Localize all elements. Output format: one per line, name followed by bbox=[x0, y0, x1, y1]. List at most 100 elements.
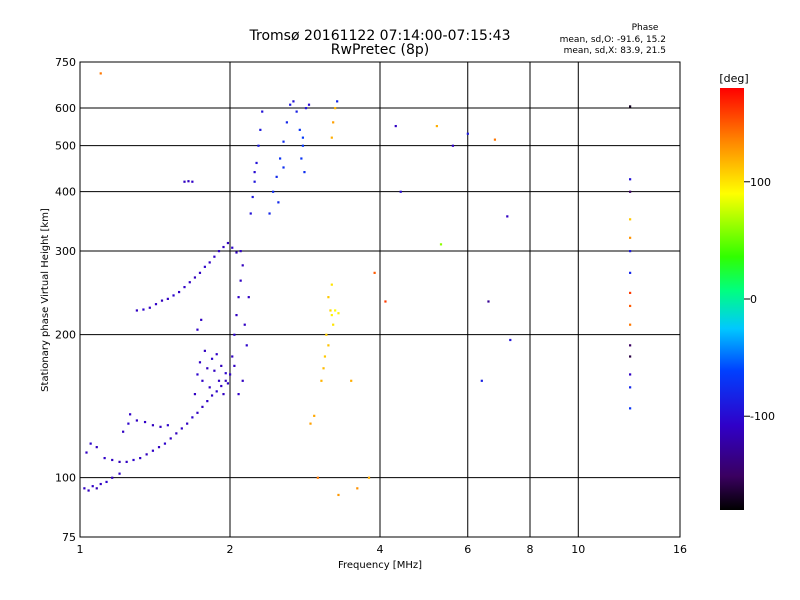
data-point bbox=[220, 364, 223, 367]
data-point bbox=[435, 124, 438, 128]
data-point bbox=[629, 323, 632, 326]
data-point bbox=[145, 453, 148, 456]
y-tick-label: 600 bbox=[55, 102, 76, 115]
data-point bbox=[159, 425, 162, 428]
data-point bbox=[175, 432, 178, 435]
data-point bbox=[237, 393, 240, 396]
x-tick-label: 16 bbox=[673, 543, 687, 556]
phase-stats-title: Phase bbox=[632, 23, 659, 33]
data-point bbox=[322, 367, 325, 370]
y-tick-label: 750 bbox=[55, 56, 76, 69]
data-point bbox=[151, 424, 155, 427]
data-point bbox=[247, 296, 250, 299]
data-point bbox=[177, 290, 181, 294]
data-point bbox=[330, 136, 333, 139]
data-point bbox=[231, 355, 234, 358]
data-point bbox=[203, 265, 206, 268]
data-point bbox=[259, 128, 262, 131]
data-point bbox=[329, 309, 332, 312]
data-point bbox=[201, 379, 204, 382]
data-point bbox=[95, 487, 98, 490]
data-point bbox=[629, 271, 632, 274]
data-point bbox=[229, 373, 232, 376]
data-point bbox=[241, 379, 244, 382]
data-point bbox=[206, 367, 209, 370]
data-point bbox=[336, 100, 339, 103]
y-tick-label: 400 bbox=[55, 186, 76, 199]
data-point bbox=[193, 276, 197, 279]
data-point bbox=[217, 379, 221, 382]
data-point bbox=[151, 449, 155, 452]
data-point bbox=[99, 482, 102, 486]
data-point bbox=[334, 309, 337, 312]
data-point bbox=[480, 379, 483, 382]
data-point bbox=[186, 422, 189, 425]
data-point bbox=[300, 157, 303, 160]
data-point bbox=[210, 394, 214, 397]
data-point bbox=[143, 420, 147, 424]
data-point bbox=[183, 180, 186, 183]
y-tick-label: 300 bbox=[55, 245, 76, 258]
data-point bbox=[220, 384, 223, 388]
data-point bbox=[217, 250, 221, 253]
data-point bbox=[255, 161, 258, 165]
plot-title: Tromsø 20161122 07:14:00-07:15:43 bbox=[249, 28, 511, 44]
x-tick-label: 1 bbox=[77, 543, 84, 556]
data-point bbox=[268, 212, 271, 215]
y-tick-label: 200 bbox=[55, 329, 76, 342]
data-point bbox=[272, 190, 275, 193]
data-point bbox=[160, 299, 164, 302]
data-point bbox=[282, 166, 285, 169]
data-point bbox=[334, 107, 337, 110]
data-point bbox=[208, 261, 211, 264]
data-point bbox=[127, 422, 130, 425]
data-point bbox=[111, 458, 114, 462]
data-point bbox=[487, 300, 490, 303]
data-point bbox=[292, 100, 295, 103]
data-point bbox=[103, 456, 106, 460]
data-point bbox=[350, 379, 353, 382]
data-point bbox=[222, 393, 225, 396]
colorbar-ticks: 100 0 -100 bbox=[744, 176, 775, 423]
data-point bbox=[253, 171, 256, 174]
data-point bbox=[125, 460, 128, 463]
data-point bbox=[180, 427, 183, 430]
data-point bbox=[187, 180, 190, 183]
colorbar-tick-label: 100 bbox=[750, 176, 771, 189]
data-point bbox=[231, 246, 234, 249]
data-point bbox=[191, 416, 194, 419]
data-point bbox=[237, 296, 240, 299]
data-point bbox=[629, 386, 632, 389]
data-point bbox=[279, 157, 282, 160]
plot-frame bbox=[79, 61, 681, 538]
data-point bbox=[129, 413, 132, 416]
data-point bbox=[399, 190, 402, 193]
data-point bbox=[139, 456, 142, 460]
data-point bbox=[233, 333, 236, 336]
data-point bbox=[466, 132, 469, 135]
data-point bbox=[337, 312, 340, 315]
data-point bbox=[87, 489, 90, 492]
data-point bbox=[327, 344, 330, 347]
data-point bbox=[118, 472, 121, 475]
data-point bbox=[203, 349, 206, 352]
data-point bbox=[629, 355, 632, 358]
data-point bbox=[282, 140, 285, 143]
data-point bbox=[304, 107, 308, 110]
data-point bbox=[295, 110, 298, 113]
data-point bbox=[85, 451, 88, 454]
data-point bbox=[257, 144, 260, 147]
data-point bbox=[198, 361, 202, 364]
data-point bbox=[373, 271, 376, 274]
colorbar-label: [deg] bbox=[719, 72, 748, 85]
data-point bbox=[251, 195, 254, 199]
data-point bbox=[493, 138, 497, 141]
plot-grid bbox=[80, 62, 680, 537]
data-point bbox=[301, 136, 305, 139]
data-point bbox=[239, 250, 242, 253]
x-tick-label: 2 bbox=[227, 543, 234, 556]
x-axis-ticks: 1 2 4 6 8 10 16 bbox=[77, 543, 688, 556]
x-tick-label: 8 bbox=[527, 543, 534, 556]
data-point bbox=[629, 178, 632, 181]
